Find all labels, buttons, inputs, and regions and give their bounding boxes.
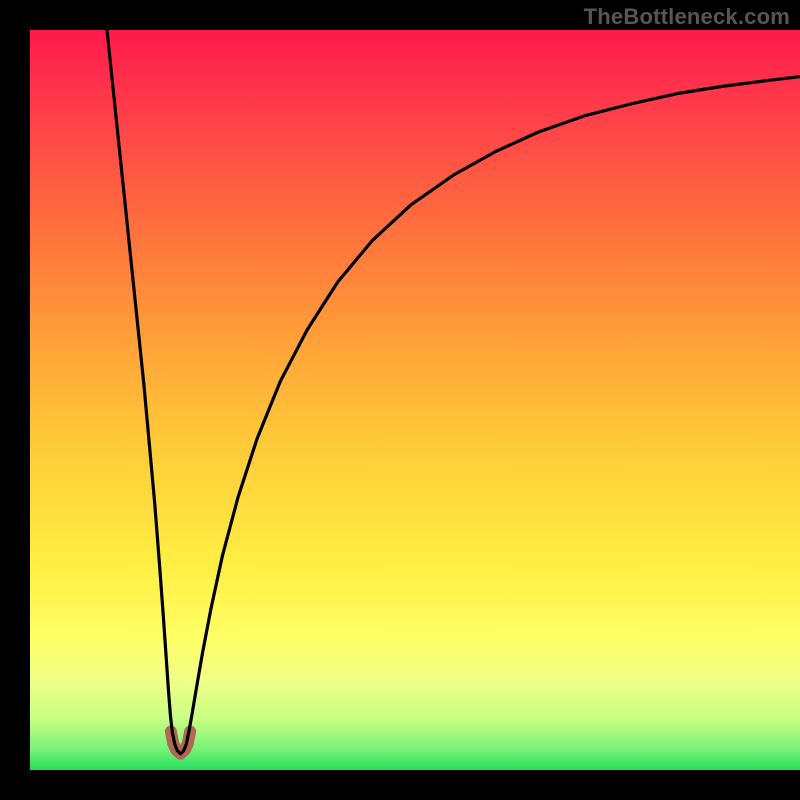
bottleneck-plot (0, 0, 800, 800)
watermark-text: TheBottleneck.com (584, 4, 790, 30)
chart-container: TheBottleneck.com (0, 0, 800, 800)
